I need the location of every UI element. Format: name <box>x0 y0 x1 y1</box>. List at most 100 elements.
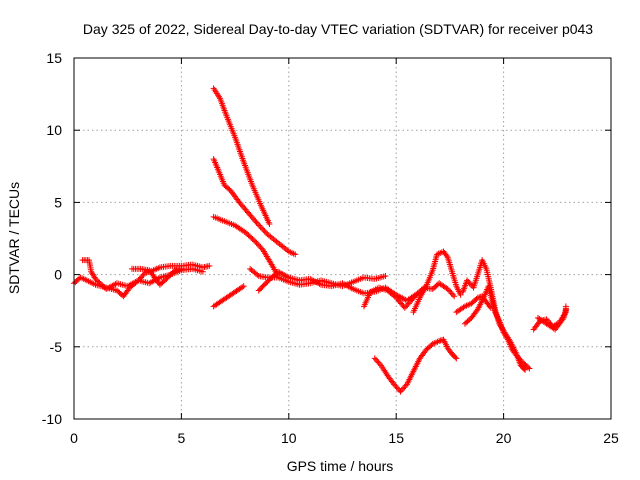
data-point <box>394 385 401 392</box>
data-point <box>96 279 103 286</box>
data-point <box>410 294 417 301</box>
data-point <box>139 273 146 280</box>
data-point <box>206 262 213 269</box>
data-point <box>267 276 274 283</box>
data-point <box>239 284 246 291</box>
data-point <box>258 225 265 232</box>
series-track-12 <box>371 336 460 395</box>
series-track-5 <box>210 156 299 258</box>
data-point <box>516 355 523 362</box>
data-point <box>199 268 206 275</box>
y-tick-label: 5 <box>54 194 62 210</box>
data-point <box>246 233 253 240</box>
data-point <box>140 271 147 278</box>
data-point <box>382 273 389 280</box>
data-point <box>513 352 520 359</box>
data-point <box>518 358 525 365</box>
data-point <box>447 288 454 295</box>
data-point <box>401 384 408 391</box>
data-point <box>254 241 261 248</box>
data-point <box>256 242 263 249</box>
data-point <box>271 272 278 279</box>
data-point <box>261 228 268 235</box>
x-tick-label: 0 <box>70 430 78 446</box>
data-point <box>95 278 102 285</box>
data-point <box>92 275 99 282</box>
data-point <box>449 291 456 298</box>
data-point <box>265 277 272 284</box>
data-point <box>460 304 467 311</box>
data-point <box>272 271 279 278</box>
data-point <box>401 304 408 311</box>
data-point <box>465 278 472 285</box>
data-point <box>400 385 407 392</box>
data-point <box>371 355 378 362</box>
data-point <box>254 221 261 228</box>
data-point <box>526 365 533 372</box>
data-point <box>443 252 450 259</box>
data-point <box>245 232 252 239</box>
data-series <box>71 85 569 395</box>
data-point <box>252 218 259 225</box>
y-tick-label: 15 <box>46 50 62 66</box>
data-point <box>406 299 413 306</box>
data-point <box>392 382 399 389</box>
data-point <box>138 274 145 281</box>
data-point <box>413 291 420 298</box>
data-point <box>93 277 100 284</box>
data-point <box>266 221 273 228</box>
data-point <box>397 388 404 395</box>
data-point <box>257 244 264 251</box>
data-point <box>375 359 382 366</box>
y-tick-label: -10 <box>42 411 62 427</box>
data-point <box>393 384 400 391</box>
data-point <box>453 355 460 362</box>
data-point <box>242 229 249 236</box>
data-point <box>448 290 455 297</box>
data-point <box>464 277 471 284</box>
data-point <box>253 219 260 226</box>
chart-title: Day 325 of 2022, Sidereal Day-to-day VTE… <box>83 21 593 37</box>
data-point <box>559 316 566 323</box>
data-point <box>402 382 409 389</box>
series-track-17 <box>534 306 569 333</box>
data-point <box>373 356 380 363</box>
series-track-15 <box>461 283 533 372</box>
series-track-4 <box>210 85 273 228</box>
data-point <box>250 237 257 244</box>
data-point <box>473 307 480 314</box>
data-point <box>253 239 260 246</box>
x-tick-label: 10 <box>281 430 297 446</box>
data-point <box>178 265 185 272</box>
data-point <box>487 304 494 311</box>
series-track-3 <box>128 265 185 288</box>
data-point <box>562 306 569 313</box>
data-point <box>374 358 381 365</box>
x-tick-label: 5 <box>178 430 186 446</box>
data-point <box>451 293 458 300</box>
data-point <box>262 229 269 236</box>
data-point <box>444 286 451 293</box>
data-point <box>504 335 511 342</box>
grid <box>74 58 611 419</box>
x-tick-label: 25 <box>603 430 619 446</box>
data-point <box>258 245 265 252</box>
x-tick-label: 15 <box>388 430 404 446</box>
data-point <box>263 280 270 287</box>
axis-ticks: 0 5 10 15 20 25 -10 -5 0 5 10 15 <box>42 50 619 446</box>
data-point <box>466 280 473 287</box>
data-point <box>244 230 251 237</box>
data-point <box>409 296 416 303</box>
x-tick-label: 20 <box>496 430 512 446</box>
series-track-14 <box>453 293 494 316</box>
data-point <box>467 281 474 288</box>
data-point <box>257 223 264 230</box>
data-point <box>376 361 383 368</box>
data-point <box>292 251 299 258</box>
data-point <box>452 354 459 361</box>
data-point <box>525 364 532 371</box>
data-point <box>404 301 411 308</box>
data-point <box>391 293 398 300</box>
